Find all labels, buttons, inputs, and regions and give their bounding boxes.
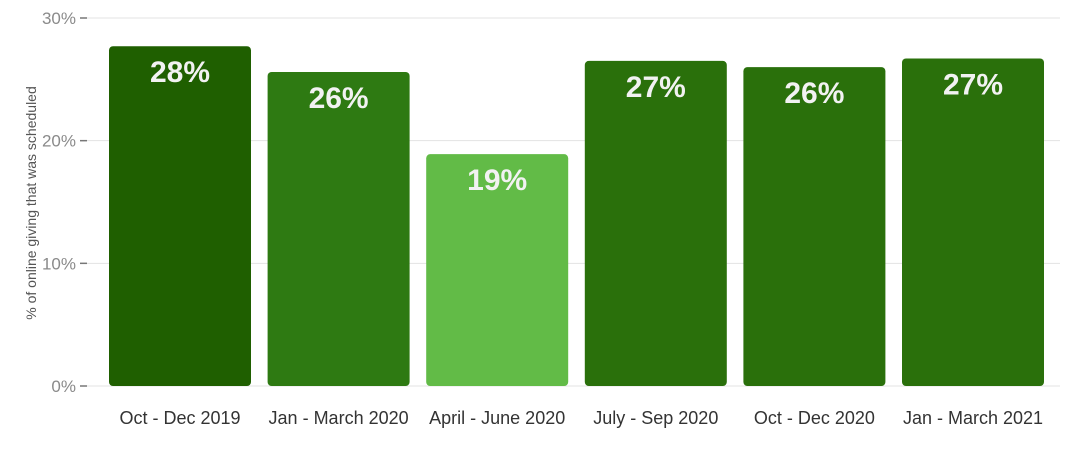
- bar: [267, 71, 410, 387]
- x-axis: Oct - Dec 2019 Jan - March 2020 April - Ju…: [119, 408, 1043, 428]
- y-tick-label: 0%: [51, 377, 76, 396]
- bar-value-label: 19%: [467, 164, 527, 197]
- bar-value-label: 27%: [626, 71, 686, 104]
- x-tick-label: April - June 2020: [429, 408, 565, 428]
- x-tick-label: Jan - March 2020: [269, 408, 409, 428]
- bar: [109, 46, 251, 387]
- y-axis: 0% 10% 20% 30%: [42, 9, 87, 396]
- bar-value-label: 28%: [150, 56, 210, 89]
- y-axis-title: % of online giving that was scheduled: [23, 86, 39, 319]
- bar-value-label: 27%: [943, 68, 1003, 101]
- x-tick-label: Oct - Dec 2020: [754, 408, 875, 428]
- x-tick-label: Jan - March 2021: [903, 408, 1043, 428]
- y-tick-label: 30%: [42, 9, 76, 28]
- bar-value-label: 26%: [784, 77, 844, 110]
- bar: [743, 67, 886, 387]
- y-tick-label: 10%: [42, 254, 76, 273]
- bar-value-label: 26%: [309, 82, 369, 115]
- data-labels: 28% 26% 19% 27% 26% 27%: [150, 56, 1003, 197]
- y-tick-label: 20%: [42, 132, 76, 151]
- bars: [109, 46, 1044, 387]
- x-tick-label: July - Sep 2020: [593, 408, 718, 428]
- x-tick-label: Oct - Dec 2019: [119, 408, 240, 428]
- bar: [426, 154, 569, 386]
- bar: [584, 60, 727, 386]
- bar: [902, 58, 1044, 386]
